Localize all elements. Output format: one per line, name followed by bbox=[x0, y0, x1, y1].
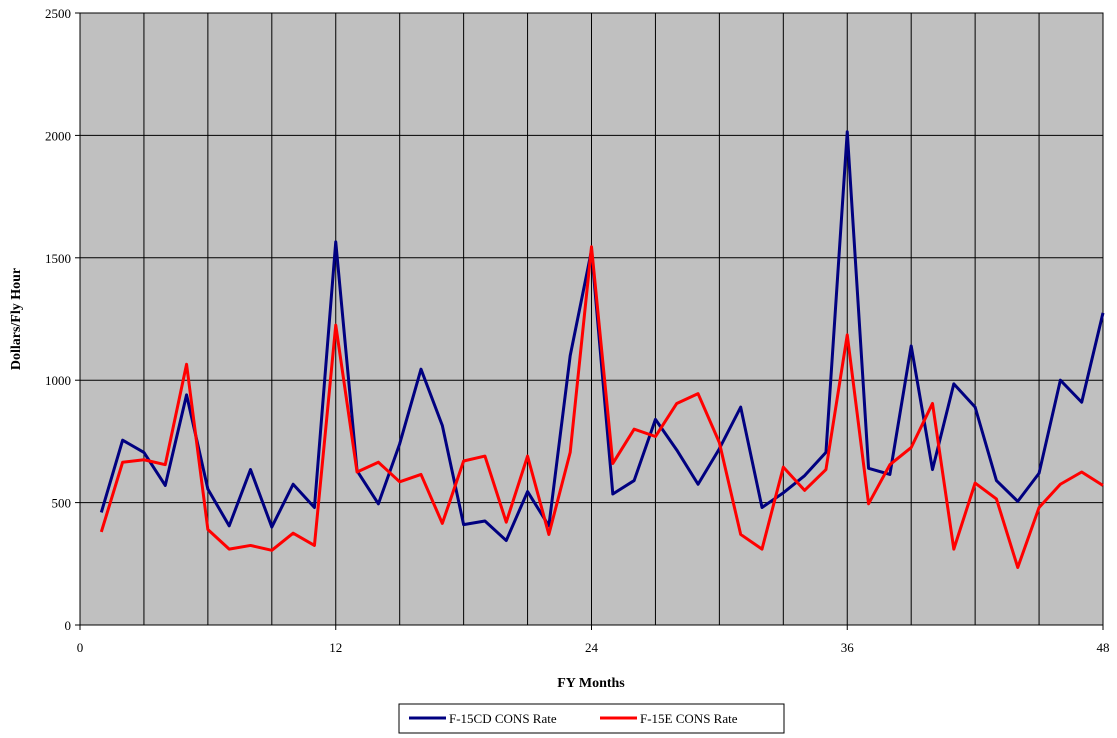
y-tick-label: 500 bbox=[52, 496, 72, 511]
x-tick-label: 12 bbox=[329, 640, 342, 655]
legend-label-f15e: F-15E CONS Rate bbox=[640, 711, 738, 726]
tick-labels: 0 500 1000 1500 2000 2500 0 12 24 36 48 bbox=[45, 6, 1110, 655]
x-tick-label: 48 bbox=[1097, 640, 1110, 655]
legend-label-f15cd: F-15CD CONS Rate bbox=[449, 711, 557, 726]
series-line-f15e bbox=[99, 245, 1104, 569]
x-tick-label: 0 bbox=[77, 640, 84, 655]
legend: F-15CD CONS Rate F-15E CONS Rate bbox=[398, 703, 785, 734]
y-tick-label: 2000 bbox=[45, 128, 71, 143]
y-tick-label: 1500 bbox=[45, 251, 71, 266]
legend-box bbox=[398, 703, 785, 734]
x-tick-label: 24 bbox=[585, 640, 599, 655]
y-tick-label: 0 bbox=[65, 618, 72, 633]
series-layer bbox=[99, 130, 1105, 569]
series-line-f15cd bbox=[99, 130, 1105, 543]
x-tick-label: 36 bbox=[841, 640, 855, 655]
y-axis-label: Dollars/Fly Hour bbox=[9, 268, 24, 370]
y-tick-label: 2500 bbox=[45, 6, 71, 21]
y-tick-label: 1000 bbox=[45, 373, 71, 388]
x-axis-label: FY Months bbox=[557, 676, 625, 691]
